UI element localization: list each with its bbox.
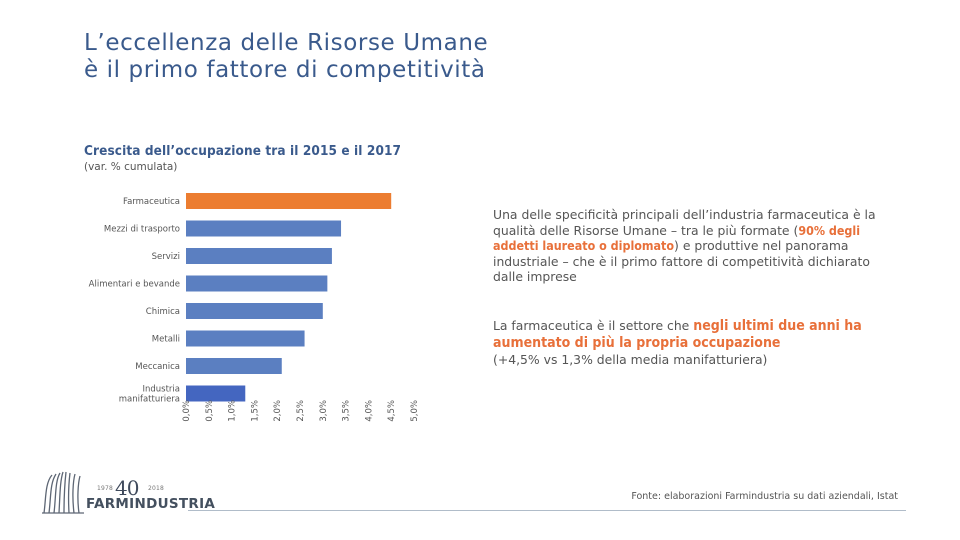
slide-title-line-2: è il primo fattore di competitività xyxy=(84,57,486,83)
logo-emblem-icon xyxy=(42,471,84,514)
x-tick-label: 2,0% xyxy=(273,400,283,422)
bar-chimica xyxy=(186,303,323,319)
logo-year-end: 2018 xyxy=(148,485,165,492)
footer-divider xyxy=(188,510,906,511)
slide-title: L’eccellenza delle Risorse Umane è il pr… xyxy=(84,30,644,84)
slide-title-line-1: L’eccellenza delle Risorse Umane xyxy=(84,30,489,56)
chart-subtitle: (var. % cumulata) xyxy=(84,161,178,173)
x-tick-label: 3,0% xyxy=(319,400,329,422)
x-tick-label: 4,0% xyxy=(364,400,374,422)
x-tick-label: 0,0% xyxy=(182,400,192,422)
panel-2-text-a: La farmaceutica è il settore che xyxy=(493,318,694,333)
panel-1-text-b: ) e produttive nel panorama industriale … xyxy=(493,238,870,284)
category-label: Metalli xyxy=(152,335,180,345)
category-label: Industria xyxy=(142,385,180,395)
panel-1-text-a: Una delle specificità principali dell’in… xyxy=(493,207,876,238)
panel-1-highlight: 90% degli addetti laureato o diplomato xyxy=(493,222,861,254)
text-panel-qualita: Una delle specificità principali dell’in… xyxy=(493,207,903,285)
bar-metalli xyxy=(186,330,305,347)
x-tick-label: 5,0% xyxy=(410,400,420,422)
category-label: Meccanica xyxy=(135,362,180,372)
panel-2-text-b: (+4,5% vs 1,3% della media manifatturier… xyxy=(493,352,768,367)
x-tick-label: 4,5% xyxy=(387,400,397,422)
farmindustria-logo: 1978 40 2018 FARMINDUSTRIA xyxy=(40,469,215,517)
bar-industria-manifatturiera xyxy=(186,385,246,402)
category-label: Chimica xyxy=(146,307,180,317)
category-label: Mezzi di trasporto xyxy=(104,225,180,235)
x-tick-label: 0,5% xyxy=(205,400,215,422)
category-label: Servizi xyxy=(152,252,180,262)
x-tick-label: 3,5% xyxy=(342,400,352,422)
logo-anniversary: 40 xyxy=(115,476,139,500)
category-label: Farmaceutica xyxy=(123,197,180,207)
bar-servizi xyxy=(186,248,332,264)
text-panel-occupazione: La farmaceutica è il settore che negli u… xyxy=(493,318,903,368)
source-note: Fonte: elaborazioni Farmindustria su dat… xyxy=(631,491,898,502)
bar-alimentari-e-bevande xyxy=(186,275,328,292)
logo-name: FARMINDUSTRIA xyxy=(86,496,216,512)
bar-mezzi-di-trasporto xyxy=(186,220,342,237)
bar-farmaceutica xyxy=(186,193,392,209)
logo-year-start: 1978 xyxy=(97,485,114,492)
category-label: manifatturiera xyxy=(119,395,180,405)
bar-meccanica xyxy=(186,358,282,374)
x-tick-label: 2,5% xyxy=(296,400,306,422)
chart-title: Crescita dell’occupazione tra il 2015 e … xyxy=(84,143,402,159)
category-label: Alimentari e bevande xyxy=(89,280,180,290)
x-tick-label: 1,0% xyxy=(228,400,238,422)
panel-2-highlight: negli ultimi due anni ha aumentato di pi… xyxy=(493,318,862,351)
x-tick-label: 1,5% xyxy=(250,400,260,422)
